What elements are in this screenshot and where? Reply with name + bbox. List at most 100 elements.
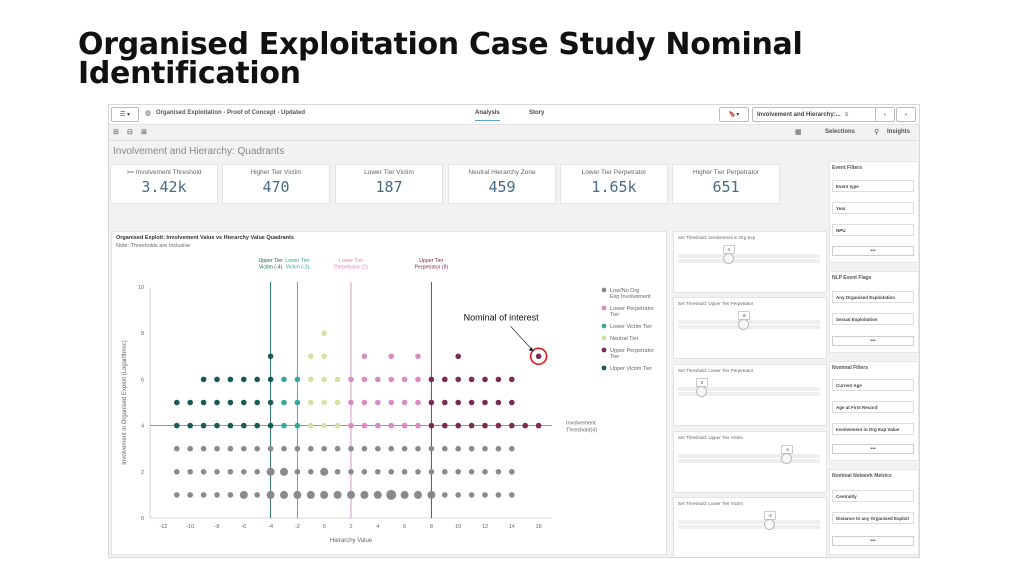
data-point: [320, 467, 329, 476]
threshold-label: Threshold(4): [566, 428, 597, 434]
kpi-involvement-threshold[interactable]: >= Involvement Threshold 3.42k: [110, 164, 218, 204]
more-filters-button[interactable]: •••: [832, 536, 914, 546]
legend-label: Lower Perpetrator: [610, 306, 654, 312]
sheet-title: Involvement and Hierarchy: Quadrants: [113, 146, 285, 157]
filter-npu[interactable]: NPU: [832, 224, 914, 236]
kpi-higher-tier-victim[interactable]: Higher Tier Victim 470: [222, 164, 330, 204]
data-point: [428, 445, 435, 452]
data-point: [415, 353, 421, 360]
data-point: [200, 492, 207, 498]
bookmark-button[interactable]: 🔖▾: [719, 107, 749, 122]
filter-year[interactable]: Year: [832, 202, 914, 214]
data-point: [254, 469, 260, 475]
kpi-label: Lower Tier Perpetrator: [581, 169, 647, 176]
slide-title: Organised Exploitation Case Study Nomina…: [78, 27, 803, 91]
kpi-lower-tier-perpetrator[interactable]: Lower Tier Perpetrator 1.65k: [560, 164, 668, 204]
data-point: [442, 399, 448, 406]
kpi-value: 3.42k: [141, 178, 187, 196]
slider-track[interactable]: [678, 259, 820, 263]
legend-marker: [601, 365, 607, 371]
slider-track[interactable]: [678, 320, 820, 324]
tab-story[interactable]: Story: [529, 110, 545, 116]
slider-handle[interactable]: [780, 453, 792, 464]
data-point: [200, 376, 207, 383]
slider-label: Set Threshold: Lower Tier Victim: [678, 501, 743, 506]
slider-track[interactable]: [678, 454, 820, 458]
slider-track[interactable]: [678, 525, 820, 529]
data-point: [174, 492, 180, 498]
data-point: [455, 445, 462, 452]
data-point: [482, 376, 488, 383]
previous-sheet-button[interactable]: ‹: [875, 107, 895, 122]
more-filters-button[interactable]: •••: [832, 444, 914, 454]
more-filters-button[interactable]: •••: [832, 246, 914, 256]
slider-handle[interactable]: [695, 386, 707, 397]
data-point: [361, 422, 368, 429]
data-point: [482, 492, 488, 498]
next-sheet-button[interactable]: ›: [896, 107, 916, 122]
filter-current-age[interactable]: Current Age: [832, 379, 914, 391]
data-point: [281, 422, 287, 429]
data-point: [294, 445, 301, 452]
data-point: [281, 399, 287, 406]
data-point: [239, 490, 248, 499]
tier-line-label: Victim (-2): [286, 265, 310, 271]
slider-track[interactable]: [678, 254, 820, 258]
slider-track[interactable]: [678, 520, 820, 524]
slider-handle[interactable]: [738, 319, 750, 330]
slider-track[interactable]: [678, 459, 820, 463]
clear-selections-icon[interactable]: ⊠: [141, 129, 147, 136]
tab-analysis[interactable]: Analysis: [475, 110, 500, 121]
chevron-left-icon: ‹: [884, 111, 886, 118]
data-point: [321, 399, 327, 406]
data-point: [495, 422, 502, 429]
kpi-lower-tier-victim[interactable]: Lower Tier Victim 187: [335, 164, 443, 204]
data-point: [468, 469, 475, 475]
filter-distance-to-organised-exploit[interactable]: Distance to any Organised Exploit: [832, 512, 914, 524]
filter-involvement-value[interactable]: Involvement in Org Exp Value: [832, 423, 914, 435]
selections-button[interactable]: Selections: [825, 129, 856, 135]
slider-track[interactable]: [678, 392, 820, 396]
filter-group-title: NLP Event Flags: [832, 275, 872, 281]
annotation-arrow: [510, 326, 533, 351]
x-tick-label: -10: [186, 524, 194, 530]
sheet-selector[interactable]: Involvement and Hierarchy:... ≡: [752, 107, 878, 122]
scatter-plot[interactable]: -12 -10 -8 -6 -4 -2 0 2 4 6 8 10 12 14 16 0 2 4 6 8 10 Hierar…: [112, 232, 666, 554]
data-point: [468, 399, 475, 406]
quadrant-chart-panel[interactable]: Organised Exploit: Involvement Value vs …: [111, 231, 667, 555]
data-point: [334, 445, 341, 452]
tier-line-label: Upper Tier: [258, 258, 282, 264]
nominal-network-metrics-group: Nominal Network Metrics Centrality Dista…: [829, 469, 919, 555]
filter-event-type[interactable]: Event type: [832, 180, 914, 192]
filter-age-at-first-record[interactable]: Age at First Record: [832, 401, 914, 413]
data-point: [321, 330, 327, 336]
threshold-slider-panel: Set Threshold: Involvement in Org Exp 4: [673, 231, 827, 293]
slider-handle[interactable]: [763, 519, 775, 530]
legend-label: Lower Victim Tier: [610, 324, 652, 330]
slider-handle[interactable]: [722, 253, 734, 264]
data-point: [388, 353, 395, 360]
filter-centrality[interactable]: Centrality: [832, 490, 914, 502]
kpi-neutral-hierarchy-zone[interactable]: Neutral Hierarchy Zone 459: [448, 164, 556, 204]
back-selection-icon[interactable]: ⊟: [127, 129, 133, 136]
data-point: [509, 445, 515, 452]
x-tick-label: -2: [295, 524, 300, 530]
data-point: [509, 422, 515, 429]
more-filters-button[interactable]: •••: [832, 336, 914, 346]
data-point: [321, 376, 327, 383]
smart-search-icon[interactable]: ⊞: [113, 129, 119, 136]
tier-line-label: Lower Tier: [339, 258, 363, 264]
filter-sexual-exploitation[interactable]: Sexual Exploitation: [832, 313, 914, 325]
slider-label: Set Threshold: Involvement in Org Exp: [678, 235, 756, 240]
data-point: [428, 422, 435, 429]
slider-track[interactable]: [678, 387, 820, 391]
data-point: [509, 492, 515, 498]
insights-button[interactable]: Insights: [887, 129, 911, 135]
sheet-selector-label: Involvement and Hierarchy:...: [757, 111, 841, 118]
slider-track[interactable]: [678, 325, 820, 329]
menu-button[interactable]: ☰ ▾: [111, 107, 139, 122]
filter-any-organised-exploitation[interactable]: Any Organised Exploitation: [832, 291, 914, 303]
data-point: [320, 490, 329, 499]
data-point: [308, 353, 314, 360]
kpi-higher-tier-perpetrator[interactable]: Higher Tier Perpetrator 651: [672, 164, 780, 204]
